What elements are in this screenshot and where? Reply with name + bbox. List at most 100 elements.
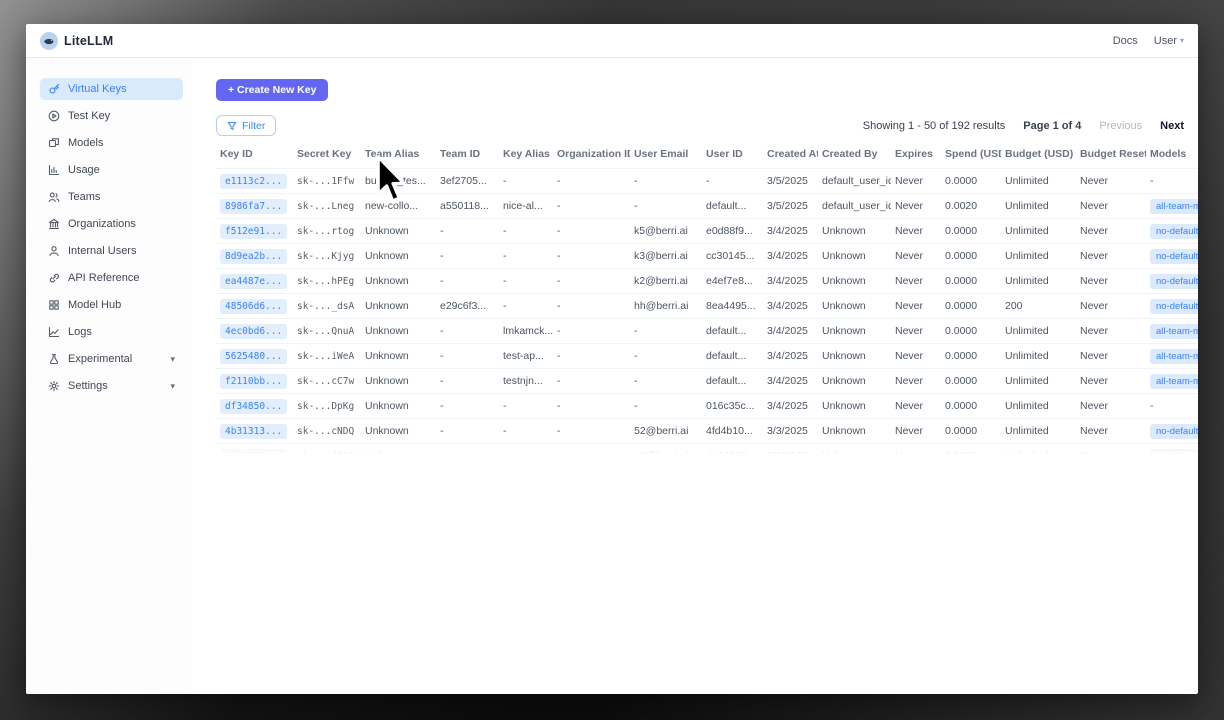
table-cell: 0.0000	[941, 443, 1001, 456]
results-count: Showing 1 - 50 of 192 results	[862, 119, 1006, 132]
table-cell: Never	[1076, 293, 1146, 319]
filter-button[interactable]: Filter	[216, 115, 277, 136]
table-cell: 3/4/2025	[763, 293, 818, 319]
table-cell: hh@berri.ai	[630, 293, 702, 319]
table-cell: Never	[891, 168, 941, 194]
table-cell: Unknown	[818, 443, 891, 456]
table-cell: 3/4/2025	[763, 368, 818, 394]
column-header: Budget (USD)	[1005, 148, 1074, 160]
table-cell: -	[630, 368, 702, 394]
model-badge: no-default	[1150, 273, 1198, 289]
secret-key-value: sk-...f300	[297, 451, 354, 456]
models-cell: -	[1146, 168, 1198, 194]
key-id-cell: ea4487e...	[216, 268, 293, 294]
sidebar-item-api-reference[interactable]: API Reference	[40, 267, 183, 289]
key-id-link[interactable]: 4ec0bd6...	[220, 323, 288, 339]
table-cell: Never	[1076, 168, 1146, 194]
table-cell: Never	[1076, 193, 1146, 219]
sidebar-item-test-key[interactable]: Test Key	[40, 105, 183, 127]
table-cell: default...	[702, 343, 763, 369]
table-cell: Unlimited	[1001, 443, 1076, 456]
key-id-link[interactable]: 4db0218...	[220, 448, 288, 456]
secret-key-value: sk-..._dsA	[297, 301, 355, 312]
table-cell: Never	[1076, 243, 1146, 269]
column-header: Created At	[767, 148, 818, 160]
keys-table-container: Key ID Secret Key Team Alias Team ID Key Ali…	[216, 144, 1198, 456]
people-icon	[48, 192, 60, 203]
table-cell: Never	[891, 218, 941, 244]
app-body: Virtual Keys Test Key Models Usage Teams Orga…	[26, 58, 1198, 694]
user-menu[interactable]: User ▾	[1154, 35, 1184, 47]
table-cell: Unknown	[818, 318, 891, 344]
table-cell: -	[553, 268, 630, 294]
key-id-cell: 8986fa7...	[216, 193, 293, 219]
table-cell: 0.0000	[941, 418, 1001, 444]
sidebar-item-organizations[interactable]: Organizations	[40, 213, 183, 235]
sidebar-item-label: Model Hub	[68, 299, 122, 311]
docs-link[interactable]: Docs	[1112, 34, 1138, 47]
sidebar-item-settings[interactable]: Settings ▾	[40, 375, 183, 397]
play-circle-icon	[48, 110, 60, 122]
column-header: User Email	[634, 148, 689, 160]
table-row: 4db0218...sk-...f300Unknown---n8@berri.a…	[216, 443, 1198, 456]
table-cell: -	[436, 343, 499, 369]
key-id-link[interactable]: 48506d6...	[220, 298, 288, 314]
sidebar-item-experimental[interactable]: Experimental ▾	[40, 348, 183, 370]
table-cell: n8@berri.ai	[630, 443, 702, 456]
link-icon	[49, 273, 59, 283]
model-badge: no-default	[1150, 298, 1198, 314]
table-cell: Never	[891, 418, 941, 444]
sidebar-item-model-hub[interactable]: Model Hub	[40, 294, 183, 316]
table-cell: Never	[891, 293, 941, 319]
model-badge: no-default	[1150, 223, 1198, 239]
key-id-link[interactable]: ea4487e...	[220, 273, 288, 289]
table-cell: -	[499, 393, 553, 419]
sidebar-item-virtual-keys[interactable]: Virtual Keys	[40, 78, 183, 100]
column-header: Secret Key	[297, 148, 352, 160]
previous-page-button[interactable]: Previous	[1099, 119, 1143, 132]
sidebar-item-logs[interactable]: Logs	[40, 321, 183, 343]
table-cell: new-collo...	[361, 193, 436, 219]
table-row: 8d9ea2b... sk-...Kjyg Unknown - - - k3@berri.a…	[216, 243, 1198, 269]
next-page-button[interactable]: Next	[1160, 119, 1184, 132]
table-cell: Never	[891, 268, 941, 294]
table-cell: Unknown	[818, 243, 891, 269]
secret-key-value: sk-...QnuA	[297, 326, 355, 337]
sidebar-item-label: Virtual Keys	[68, 83, 127, 95]
gear-icon	[48, 380, 60, 392]
table-cell: 0.0000	[941, 368, 1001, 394]
create-new-key-button[interactable]: + Create New Key	[216, 79, 329, 101]
bank-icon	[48, 218, 60, 230]
sidebar-item-internal-users[interactable]: Internal Users	[40, 240, 183, 262]
key-id-link[interactable]: df34850...	[220, 398, 288, 414]
key-id-cell: f512e91...	[216, 218, 293, 244]
table-row: 4b31313... sk-...cNDQ Unknown - - -52@berri.a…	[216, 418, 1198, 444]
sidebar-item-teams[interactable]: Teams	[40, 186, 183, 208]
table-cell: default_user_id	[818, 193, 891, 219]
table-cell: 3/4/2025	[763, 318, 818, 344]
key-id-link[interactable]: e1113c2...	[220, 173, 288, 189]
table-cell: Unlimited	[1001, 243, 1076, 269]
table-cell: -	[436, 243, 499, 269]
key-id-link[interactable]: 8986fa7...	[220, 198, 288, 214]
key-id-link[interactable]: f512e91...	[220, 223, 288, 239]
table-cell: 0.0000	[941, 293, 1001, 319]
topnav-right: Docs User ▾	[1113, 35, 1184, 47]
key-id-link[interactable]: 8d9ea2b...	[220, 248, 288, 264]
table-cell: Never	[891, 193, 941, 219]
table-row: 4ec0bd6... sk-...QnuA Unknown - lmkamck... - -…	[216, 318, 1198, 344]
table-row: e1113c2... sk-...1Ffw budget_tes... 3ef2705…	[216, 168, 1198, 194]
key-id-link[interactable]: 4b31313...	[220, 423, 288, 439]
sidebar-item-usage[interactable]: Usage	[40, 159, 183, 181]
secret-key-cell: sk-...QnuA	[293, 318, 361, 344]
key-id-link[interactable]: f2110bb...	[220, 373, 288, 389]
sidebar-item-models[interactable]: Models	[40, 132, 183, 154]
models-cell: no-default	[1146, 418, 1198, 444]
filter-button-label: Filter	[242, 119, 266, 132]
table-cell: 3/5/2025	[763, 193, 818, 219]
table-cell: k3@berri.ai	[630, 243, 702, 269]
table-cell: 200	[1001, 293, 1076, 319]
table-cell: 0.0000	[941, 268, 1001, 294]
key-id-link[interactable]: 5625480...	[220, 348, 288, 364]
column-header: Models	[1150, 148, 1187, 160]
